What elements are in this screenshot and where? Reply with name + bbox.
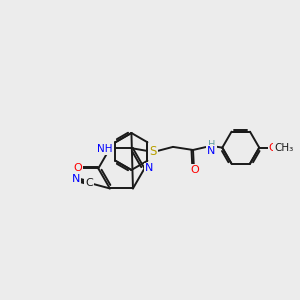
Text: O: O <box>73 164 82 173</box>
Text: O: O <box>269 143 278 153</box>
Text: N: N <box>207 146 216 156</box>
Text: S: S <box>149 145 157 158</box>
Text: H: H <box>208 140 215 150</box>
Text: O: O <box>190 165 199 175</box>
Text: CH₃: CH₃ <box>274 143 293 153</box>
Text: N: N <box>145 164 153 173</box>
Text: C: C <box>85 178 93 188</box>
Text: NH: NH <box>98 144 113 154</box>
Text: N: N <box>72 174 81 184</box>
